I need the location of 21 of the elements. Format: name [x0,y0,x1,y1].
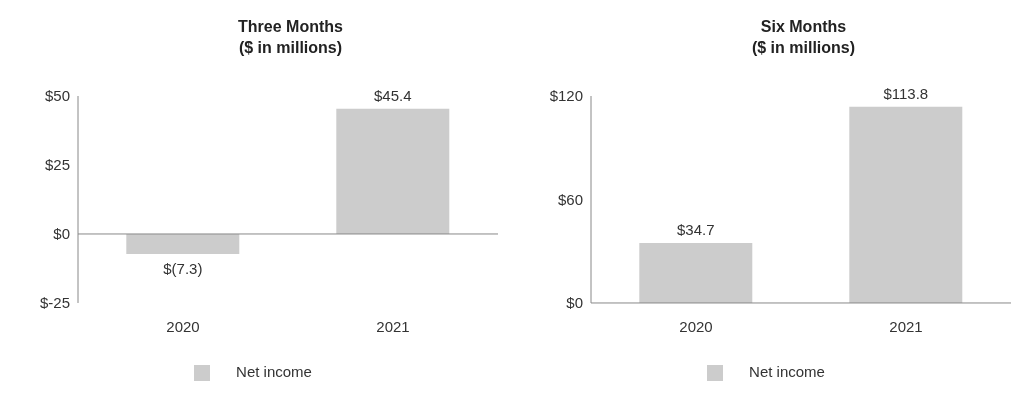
data-label: $34.7 [677,221,715,239]
y-tick-label: $60 [557,190,583,208]
x-tick-label: 2020 [679,317,713,335]
data-label: $113.8 [883,84,929,102]
chart-title: Three Months [237,17,344,37]
x-tick-label: 2021 [889,317,923,335]
legend-label: Net income [749,362,825,380]
x-tick-label: 2020 [166,317,200,335]
y-tick-label: $25 [44,156,70,174]
y-tick-label: $-25 [39,294,70,312]
y-tick-label: $50 [44,87,70,105]
data-label: $45.4 [374,86,412,104]
legend-label: Net income [236,362,312,380]
y-tick-label: $120 [549,87,583,105]
data-label: $(7.3) [163,260,203,278]
chart-title: Six Months [759,17,848,37]
chart-subtitle: ($ in millions) [237,38,344,58]
y-tick-label: $0 [53,225,70,243]
chart-subtitle: ($ in millions) [750,38,857,58]
y-tick-label: $0 [566,294,583,312]
x-tick-label: 2021 [376,317,410,335]
